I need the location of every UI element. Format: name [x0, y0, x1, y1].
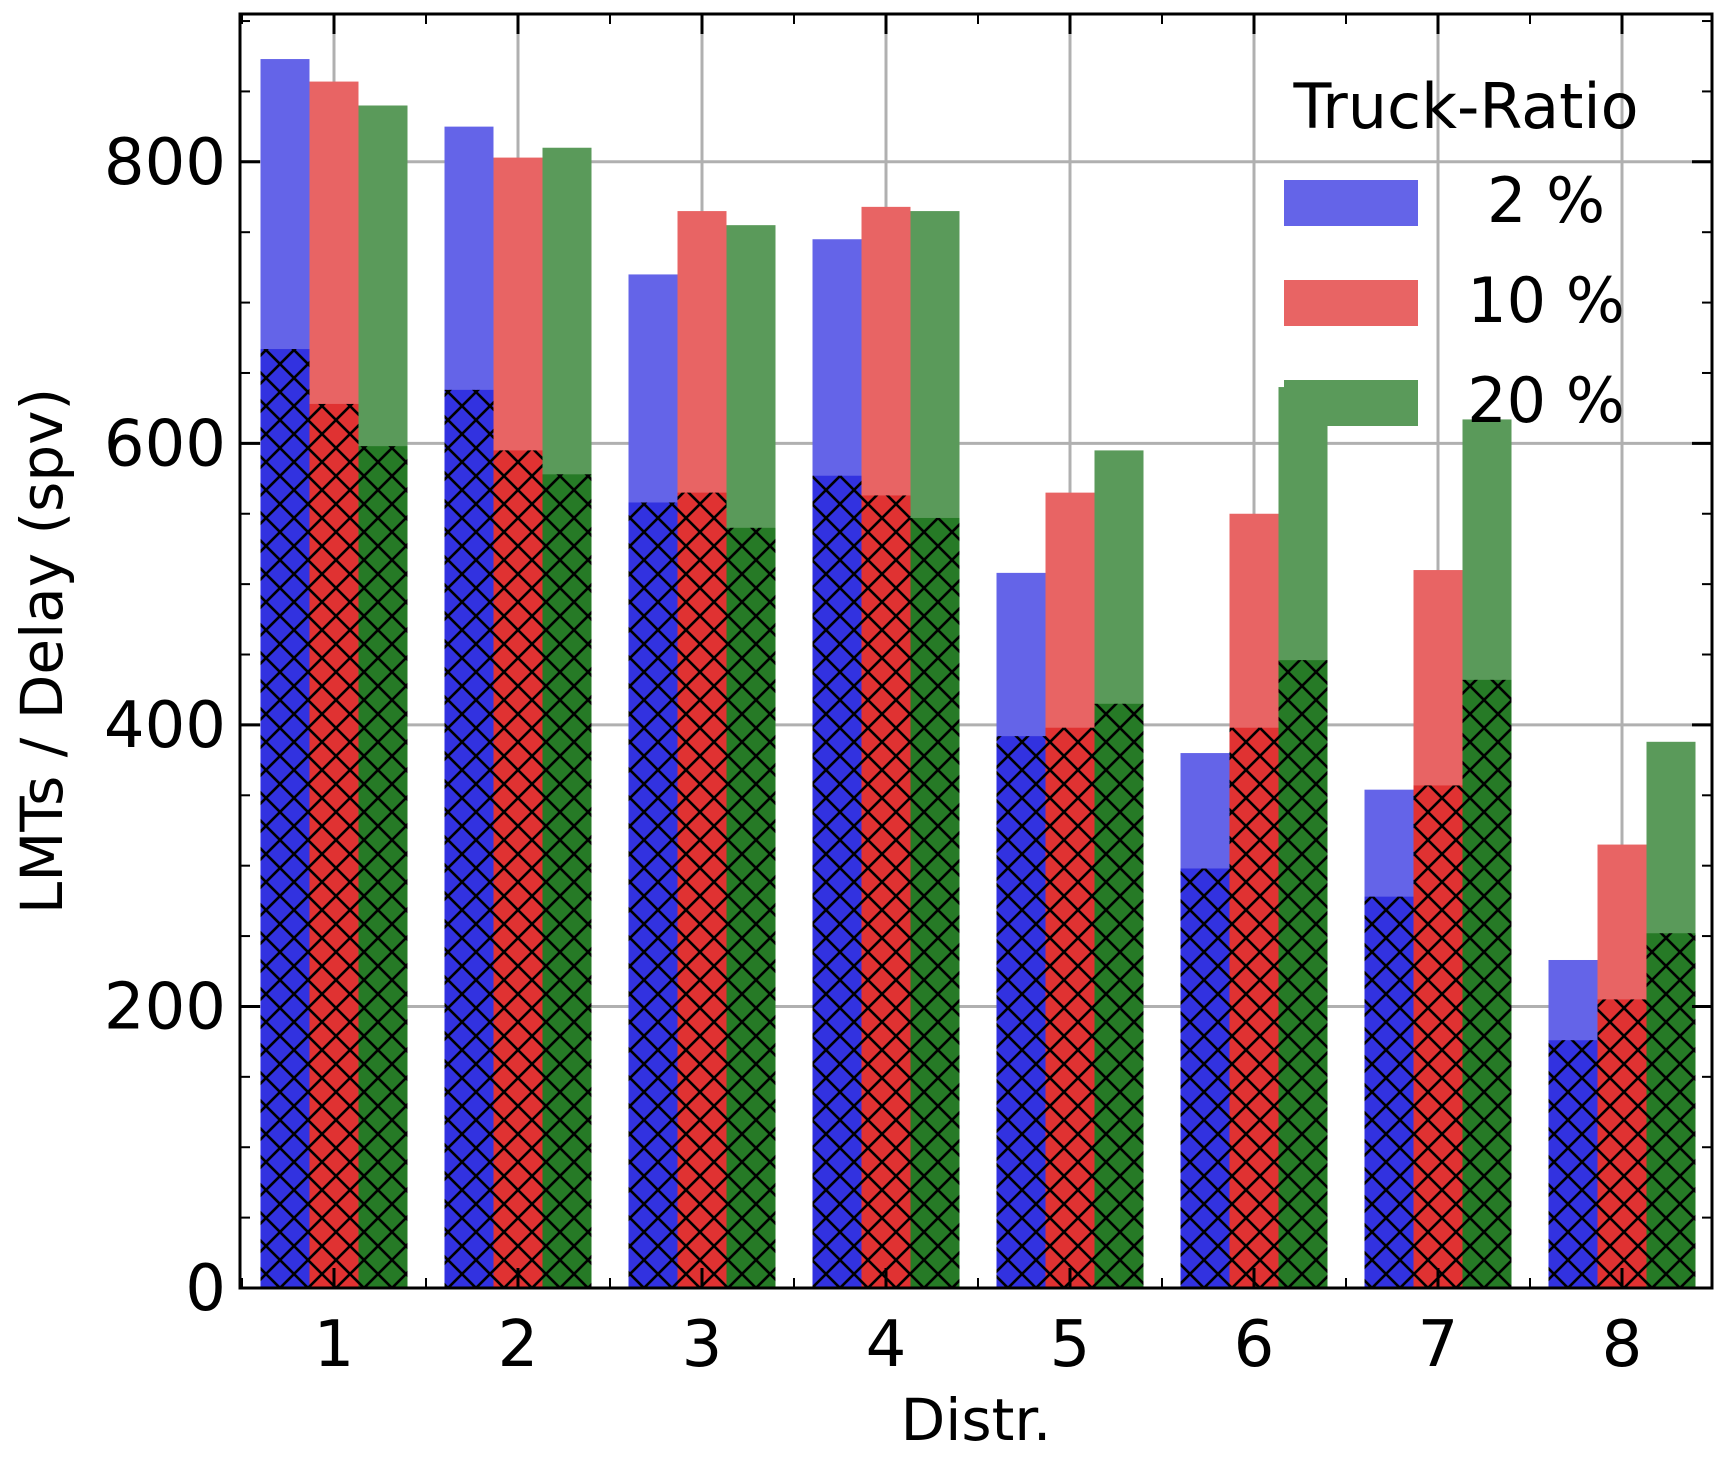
bar-delay-hatch [726, 527, 776, 1288]
x-tick-labels: 1 2 3 4 5 6 7 8 [314, 1308, 1643, 1382]
bar-delay-hatch [910, 517, 960, 1288]
bar-delay-hatch [1278, 660, 1328, 1288]
bar-delay-hatch [1646, 933, 1696, 1288]
y-tick-labels: 0 200 400 600 800 [104, 126, 226, 1326]
legend: Truck-Ratio 2 % 10 % 20 % [1284, 70, 1639, 437]
legend-swatch [1284, 180, 1418, 226]
x-tick-label: 3 [682, 1308, 723, 1382]
x-tick-label: 7 [1418, 1308, 1459, 1382]
y-tick-label: 0 [185, 1252, 226, 1326]
bar-delay-hatch [1180, 868, 1230, 1288]
x-tick-label: 4 [866, 1308, 907, 1382]
legend-entry: 2 % [1487, 164, 1605, 237]
x-axis-label: Distr. [901, 1386, 1052, 1454]
bar-delay-hatch [1548, 1040, 1598, 1288]
bar-delay-hatch [309, 403, 359, 1289]
x-tick-label: 2 [498, 1308, 539, 1382]
y-tick-label: 800 [104, 126, 226, 200]
y-tick-label: 600 [104, 407, 226, 481]
bars-group [260, 59, 1696, 1289]
bar-delay-hatch [628, 502, 678, 1288]
legend-entry: 20 % [1467, 364, 1625, 437]
bar-delay-hatch [1364, 896, 1414, 1288]
plot-frame [238, 12, 1714, 1290]
x-tick-label: 6 [1234, 1308, 1275, 1382]
x-tick-label: 1 [314, 1308, 355, 1382]
legend-swatch [1284, 280, 1418, 326]
x-tick-label: 5 [1050, 1308, 1091, 1382]
bar-delay-hatch [260, 349, 310, 1288]
bar-delay-hatch [1462, 679, 1512, 1288]
bar-delay-hatch [861, 495, 911, 1288]
bar-delay-hatch [542, 474, 592, 1288]
y-axis-label: LMTs / Delay (spv) [8, 388, 76, 914]
legend-entry: 10 % [1467, 264, 1625, 337]
bar-delay-hatch [444, 389, 494, 1288]
legend-swatch [1284, 380, 1418, 426]
bar-delay-hatch [677, 492, 727, 1288]
bar-delay-hatch [493, 450, 543, 1288]
bar-delay-hatch [812, 475, 862, 1288]
bar-delay-hatch [996, 736, 1046, 1288]
y-tick-label: 400 [104, 689, 226, 763]
bar-delay-hatch [1045, 727, 1095, 1288]
x-tick-label: 8 [1602, 1308, 1643, 1382]
legend-title: Truck-Ratio [1292, 70, 1638, 143]
bar-delay-hatch [1094, 703, 1144, 1288]
bar-delay-hatch [358, 446, 408, 1289]
axis-ticks [240, 14, 1712, 1290]
bar-delay-hatch [1597, 999, 1647, 1288]
y-tick-label: 200 [104, 970, 226, 1044]
bar-delay-hatch [1229, 727, 1279, 1288]
bar-delay-hatch [1413, 785, 1463, 1288]
